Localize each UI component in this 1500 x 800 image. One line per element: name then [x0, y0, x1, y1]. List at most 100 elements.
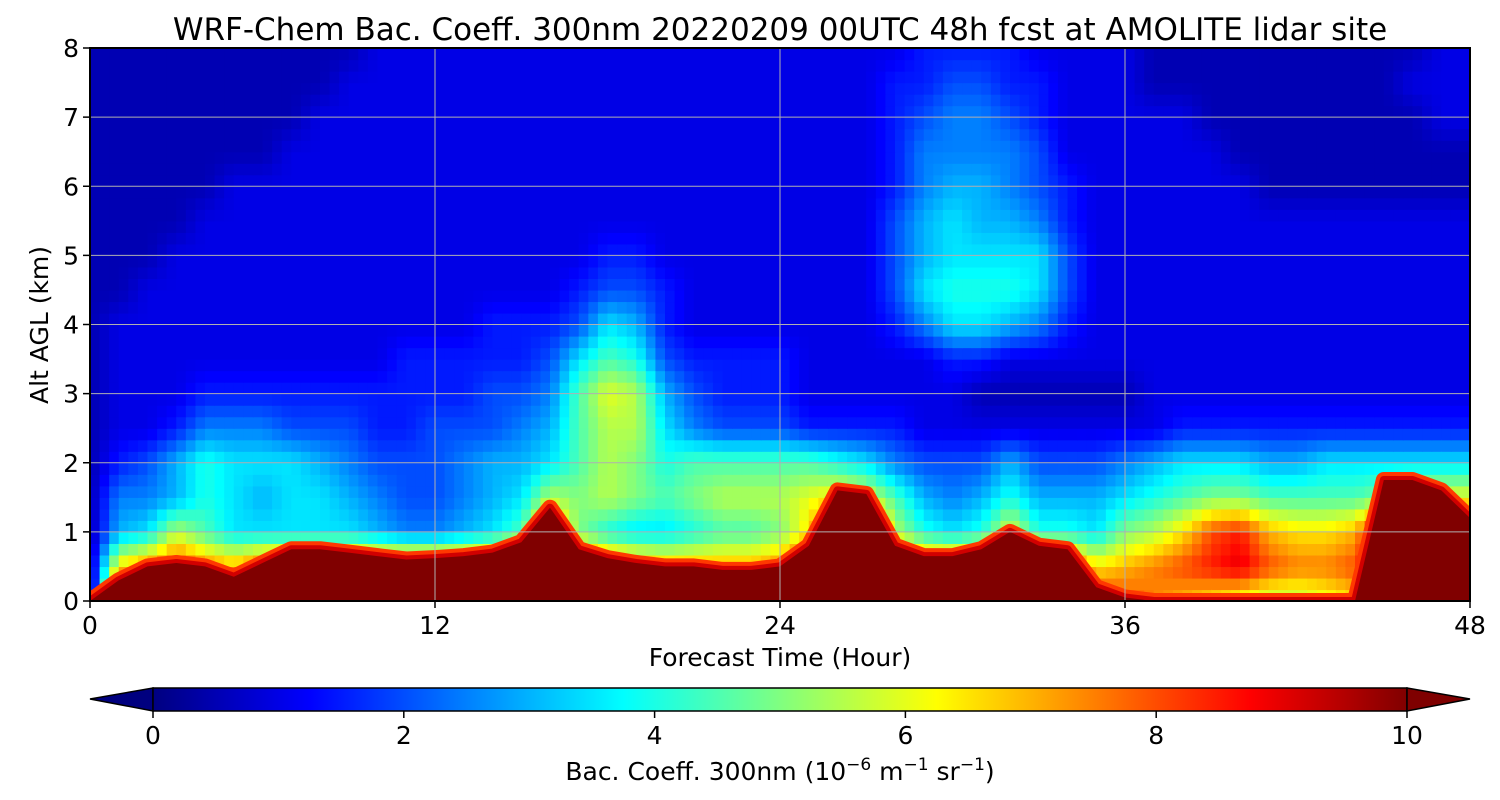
heatmap-cell [1125, 416, 1136, 429]
heatmap-cell [329, 312, 340, 326]
heatmap-cell [904, 451, 915, 464]
heatmap-cell [176, 197, 187, 210]
heatmap-cell [818, 266, 829, 280]
heatmap-cell [952, 474, 963, 487]
heatmap-cell [1230, 474, 1241, 487]
heatmap-cell [205, 405, 216, 418]
heatmap-cell [1431, 278, 1442, 291]
heatmap-cell [454, 474, 465, 487]
heatmap-cell [990, 243, 1002, 256]
heatmap-cell [722, 359, 733, 372]
heatmap-cell [1431, 416, 1442, 429]
heatmap-cell [272, 359, 283, 372]
heatmap-cell [732, 197, 743, 210]
heatmap-cell [904, 508, 915, 521]
heatmap-cell [1038, 336, 1049, 349]
heatmap-cell [655, 186, 666, 199]
heatmap-cell [176, 266, 187, 280]
heatmap-cell [1326, 278, 1337, 291]
heatmap-cell [348, 416, 359, 429]
heatmap-cell [1335, 439, 1347, 452]
heatmap-cell [674, 347, 685, 360]
heatmap-cell [856, 301, 867, 314]
heatmap-cell [780, 336, 791, 349]
heatmap-cell [396, 439, 407, 452]
heatmap-cell [1278, 520, 1289, 533]
heatmap-cell [367, 405, 379, 418]
heatmap-cell [444, 439, 455, 452]
heatmap-cell [530, 220, 542, 233]
heatmap-cell [252, 485, 264, 498]
heatmap-cell [195, 531, 206, 544]
heatmap-cell [176, 451, 187, 464]
heatmap-cell [224, 347, 235, 360]
heatmap-cell [818, 474, 829, 487]
heatmap-cell [1230, 508, 1241, 521]
heatmap-cell [1316, 543, 1327, 556]
heatmap-cell [530, 186, 542, 199]
heatmap-cell [1077, 266, 1088, 280]
heatmap-cell [118, 209, 129, 222]
heatmap-cell [1460, 370, 1470, 383]
heatmap-cell [415, 289, 427, 303]
heatmap-cell [1086, 359, 1097, 372]
heatmap-cell [1115, 370, 1126, 383]
heatmap-cell [933, 243, 944, 256]
heatmap-cell [454, 312, 465, 326]
heatmap-cell [1144, 531, 1155, 544]
heatmap-cell [1096, 232, 1107, 245]
heatmap-cell [1000, 266, 1011, 280]
heatmap-cell [1220, 370, 1232, 383]
heatmap-cell [712, 370, 724, 383]
heatmap-cell [320, 289, 331, 303]
heatmap-cell [952, 255, 963, 268]
heatmap-cell [1441, 289, 1452, 303]
heatmap-cell [1134, 439, 1145, 452]
heatmap-cell [722, 439, 733, 452]
heatmap-cell [339, 289, 350, 303]
heatmap-cell [808, 324, 819, 337]
heatmap-cell [789, 382, 800, 395]
heatmap-cell [588, 416, 599, 429]
heatmap-cell [1460, 359, 1470, 372]
heatmap-cell [1086, 243, 1097, 256]
heatmap-cell [262, 209, 273, 222]
heatmap-cell [626, 278, 637, 291]
heatmap-cell [770, 508, 781, 521]
heatmap-cell [233, 416, 244, 429]
heatmap-cell [1077, 232, 1088, 245]
heatmap-cell [722, 393, 733, 406]
heatmap-cell [732, 301, 743, 314]
heatmap-cell [252, 197, 264, 210]
heatmap-cell [856, 347, 867, 360]
heatmap-cell [1402, 220, 1414, 233]
heatmap-cell [847, 370, 858, 383]
heatmap-cell [636, 428, 647, 441]
heatmap-cell [588, 209, 599, 222]
heatmap-cell [1057, 531, 1069, 544]
heatmap-cell [320, 474, 331, 487]
heatmap-cell [703, 301, 714, 314]
heatmap-cell [1249, 301, 1260, 314]
heatmap-cell [1364, 462, 1375, 475]
heatmap-cell [1316, 370, 1327, 383]
heatmap-cell [530, 428, 542, 441]
heatmap-cell [1364, 301, 1375, 314]
heatmap-cell [847, 209, 858, 222]
heatmap-cell [1048, 416, 1059, 429]
heatmap-cell [1297, 301, 1308, 314]
heatmap-cell [1441, 336, 1452, 349]
heatmap-cell [90, 197, 101, 210]
heatmap-cell [712, 209, 724, 222]
heatmap-cell [712, 416, 724, 429]
heatmap-cell [942, 278, 954, 291]
heatmap-cell [818, 370, 829, 383]
heatmap-cell [1144, 243, 1155, 256]
heatmap-cell [300, 497, 312, 510]
heatmap-cell [1144, 577, 1155, 591]
heatmap-cell [530, 197, 542, 210]
heatmap-cell [406, 497, 417, 510]
heatmap-cell [435, 347, 446, 360]
heatmap-cell [732, 531, 743, 544]
heatmap-cell [463, 243, 474, 256]
